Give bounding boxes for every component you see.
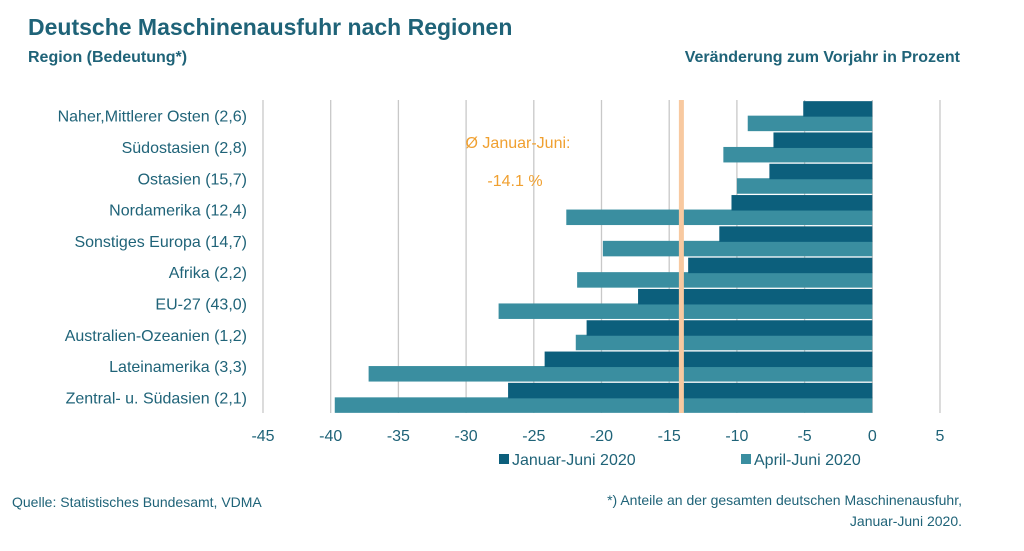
category-label: Lateinamerika (3,3) [109,359,247,376]
bar-januar-juni [586,320,873,336]
bar-januar-juni [803,101,873,117]
bar-april-juni [498,303,873,319]
category-label: Afrika (2,2) [169,265,247,282]
legend-label-januar-juni: Januar-Juni 2020 [512,452,636,469]
bar-april-juni [602,240,873,257]
bar-april-juni [577,272,873,288]
x-tick-label: 5 [936,428,945,445]
bar-april-juni [368,366,873,382]
category-label: Zentral- u. Südasien (2,1) [66,390,247,407]
bar-april-juni [566,209,873,226]
category-axis-title: Region (Bedeutung*) [28,49,188,66]
category-label: Nordamerika (12,4) [109,203,247,220]
bar-januar-juni [719,226,873,242]
bar-januar-juni [769,163,873,180]
x-tick-label: -20 [590,428,613,445]
footnote-line-2: Januar-Juni 2020. [849,513,962,529]
average-line [678,100,684,413]
legend-swatch-april-juni [741,454,751,464]
category-label: Südostasien (2,8) [122,140,247,157]
category-label: Australien-Ozeanien (1,2) [65,328,247,345]
x-tick-label: -45 [251,428,274,445]
legend-swatch-januar-juni [499,454,509,464]
x-tick-label: -10 [725,428,748,445]
bar-januar-juni [544,351,873,368]
category-label: Sonstiges Europa (14,7) [74,234,247,251]
bar-april-juni [723,146,873,163]
footnote-line-1: *) Anteile an der gesamten deutschen Mas… [607,492,962,508]
bar-april-juni [575,334,873,351]
x-tick-label: -35 [387,428,410,445]
bar-april-juni [747,115,873,132]
category-label: Ostasien (15,7) [138,171,247,188]
category-label: Naher,Mittlerer Osten (2,6) [58,109,247,126]
bar-januar-juni [508,382,873,399]
bar-januar-juni [773,132,873,148]
footnote: *) Anteile an der gesamten deutschen Mas… [607,490,962,532]
bar-april-juni [736,178,873,194]
bar-januar-juni [638,288,873,305]
category-label: EU-27 (43,0) [155,296,247,313]
source-note: Quelle: Statistisches Bundesamt, VDMA [12,494,262,510]
x-tick-label: -5 [797,428,811,445]
x-tick-label: -15 [658,428,681,445]
x-tick-label: 0 [868,428,877,445]
value-axis-title: Veränderung zum Vorjahr in Prozent [684,49,960,66]
legend-label-april-juni: April-Juni 2020 [754,452,861,469]
bar-januar-juni [731,195,873,211]
average-value-label: -14.1 % [487,173,542,190]
x-tick-label: -25 [522,428,545,445]
bar-januar-juni [688,257,873,274]
bar-april-juni [334,397,873,413]
average-label: Ø Januar-Juni: [466,135,571,152]
x-tick-label: -30 [455,428,478,445]
x-tick-label: -40 [319,428,342,445]
chart-title: Deutsche Maschinenausfuhr nach Regionen [28,14,513,40]
